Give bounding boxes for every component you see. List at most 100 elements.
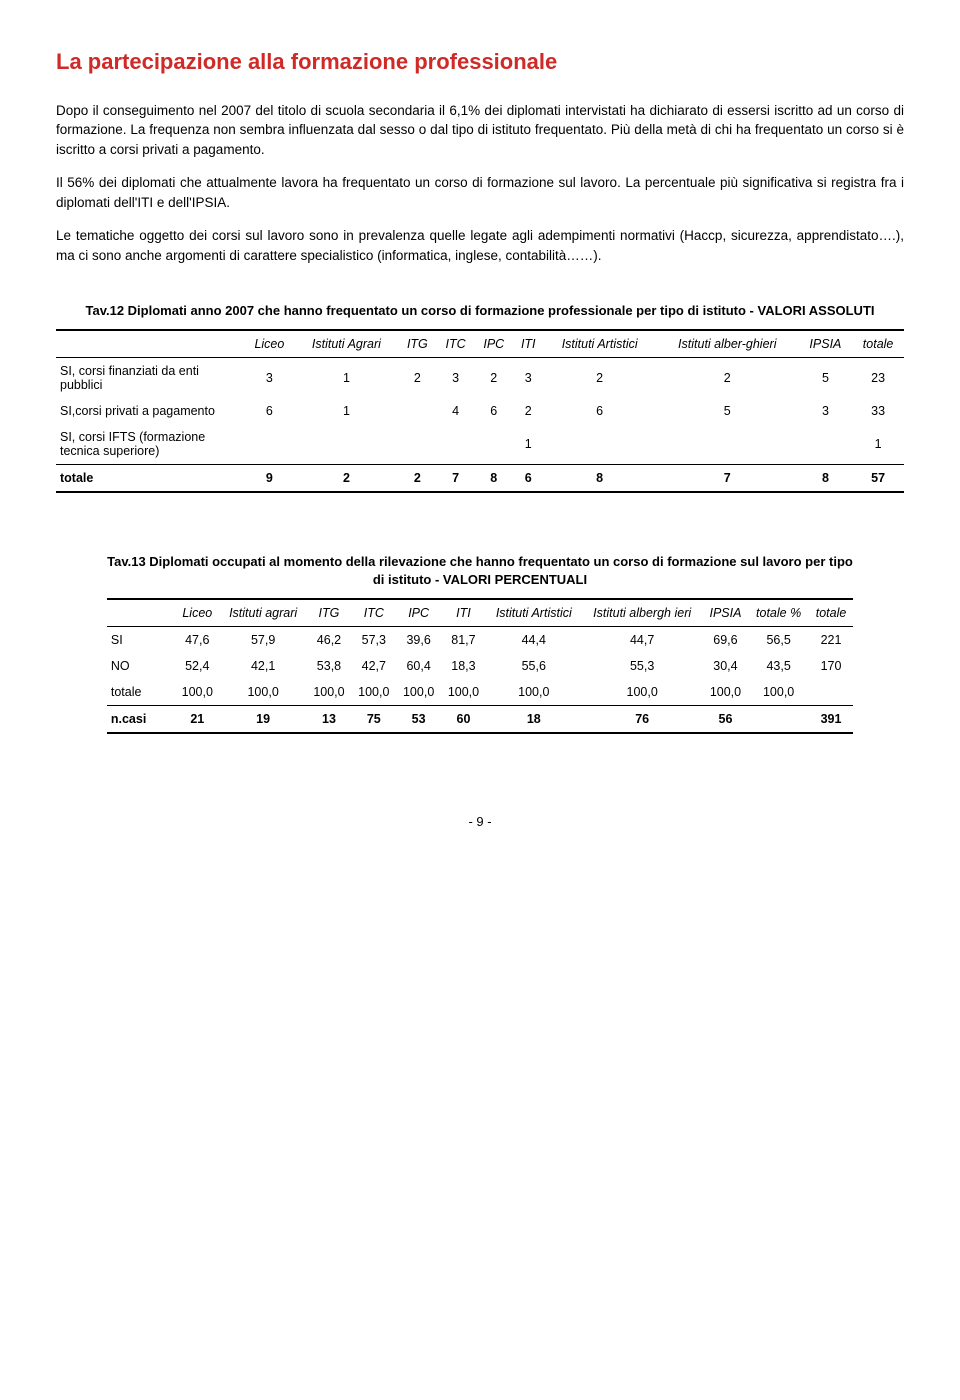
cell: 100,0	[307, 679, 352, 706]
tav13-col-0: Liceo	[175, 600, 220, 627]
row-label: SI, corsi IFTS (formazione tecnica super…	[56, 424, 244, 465]
tav12-col-6: Istituti Artistici	[543, 331, 656, 358]
row-label: SI	[107, 627, 175, 653]
cell: 100,0	[486, 679, 582, 706]
cell: 69,6	[703, 627, 749, 653]
tav12-caption: Tav.12 Diplomati anno 2007 che hanno fre…	[56, 302, 904, 320]
cell: 100,0	[582, 679, 703, 706]
cell: 39,6	[396, 627, 441, 653]
cell: 6	[543, 398, 656, 424]
tav12-table: Liceo Istituti Agrari ITG ITC IPC ITI Is…	[56, 329, 904, 493]
cell: 57	[852, 465, 904, 492]
cell: 221	[809, 627, 853, 653]
cell	[398, 398, 437, 424]
cell: 60,4	[396, 653, 441, 679]
cell: 53	[396, 706, 441, 733]
cell: 7	[437, 465, 475, 492]
cell: 60	[441, 706, 486, 733]
page-number: - 9 -	[56, 814, 904, 829]
cell: 8	[799, 465, 853, 492]
cell: 18	[486, 706, 582, 733]
tav13-col-2: ITG	[307, 600, 352, 627]
cell: 8	[543, 465, 656, 492]
cell: 76	[582, 706, 703, 733]
cell: 43,5	[748, 653, 809, 679]
cell: 9	[244, 465, 295, 492]
tav13-col-5: ITI	[441, 600, 486, 627]
tav12-col-2: ITG	[398, 331, 437, 358]
cell: 5	[799, 358, 853, 398]
cell: 100,0	[396, 679, 441, 706]
table-row: NO52,442,153,842,760,418,355,655,330,443…	[107, 653, 853, 679]
cell: 100,0	[220, 679, 307, 706]
tav13-col-1: Istituti agrari	[220, 600, 307, 627]
tav13-col-8: IPSIA	[703, 600, 749, 627]
cell: 3	[244, 358, 295, 398]
cell: 57,9	[220, 627, 307, 653]
cell	[748, 706, 809, 733]
tav13-col-3: ITC	[351, 600, 396, 627]
row-label: SI, corsi finanziati da enti pubblici	[56, 358, 244, 398]
cell: 3	[513, 358, 543, 398]
cell: 6	[513, 465, 543, 492]
cell: 8	[474, 465, 513, 492]
paragraph-2: Il 56% dei diplomati che attualmente lav…	[56, 173, 904, 212]
cell	[799, 424, 853, 465]
cell: 44,7	[582, 627, 703, 653]
paragraph-3: Le tematiche oggetto dei corsi sul lavor…	[56, 226, 904, 265]
row-label: NO	[107, 653, 175, 679]
row-label: totale	[107, 679, 175, 706]
tav12-col-4: IPC	[474, 331, 513, 358]
cell: 52,4	[175, 653, 220, 679]
cell	[295, 424, 398, 465]
table-row: n.casi211913755360187656391	[107, 706, 853, 733]
page-title: La partecipazione alla formazione profes…	[56, 48, 904, 77]
cell: 3	[437, 358, 475, 398]
tav12-col-1: Istituti Agrari	[295, 331, 398, 358]
row-label: SI,corsi privati a pagamento	[56, 398, 244, 424]
cell: 1	[295, 358, 398, 398]
table-row: SI47,657,946,257,339,681,744,444,769,656…	[107, 627, 853, 653]
cell: 100,0	[351, 679, 396, 706]
cell: 100,0	[748, 679, 809, 706]
tav13-col-6: Istituti Artistici	[486, 600, 582, 627]
cell	[398, 424, 437, 465]
cell: 57,3	[351, 627, 396, 653]
cell	[656, 424, 799, 465]
cell: 5	[656, 398, 799, 424]
tav12-col-0: Liceo	[244, 331, 295, 358]
cell: 56,5	[748, 627, 809, 653]
cell: 33	[852, 398, 904, 424]
cell: 46,2	[307, 627, 352, 653]
cell: 100,0	[703, 679, 749, 706]
cell: 23	[852, 358, 904, 398]
cell: 18,3	[441, 653, 486, 679]
tav12-col-8: IPSIA	[799, 331, 853, 358]
tav13-col-9: totale %	[748, 600, 809, 627]
cell: 42,7	[351, 653, 396, 679]
cell: 6	[474, 398, 513, 424]
cell: 47,6	[175, 627, 220, 653]
cell: 7	[656, 465, 799, 492]
cell	[809, 679, 853, 706]
cell: 1	[852, 424, 904, 465]
cell: 1	[295, 398, 398, 424]
cell: 2	[656, 358, 799, 398]
table-row: totale100,0100,0100,0100,0100,0100,0100,…	[107, 679, 853, 706]
cell: 2	[295, 465, 398, 492]
cell	[437, 424, 475, 465]
tav13-caption: Tav.13 Diplomati occupati al momento del…	[107, 553, 853, 588]
cell: 100,0	[175, 679, 220, 706]
cell: 3	[799, 398, 853, 424]
cell: 2	[543, 358, 656, 398]
cell: 21	[175, 706, 220, 733]
cell	[474, 424, 513, 465]
tav12-col-3: ITC	[437, 331, 475, 358]
cell: 44,4	[486, 627, 582, 653]
tav13-col-7: Istituti albergh ieri	[582, 600, 703, 627]
cell: 6	[244, 398, 295, 424]
tav13-table: Liceo Istituti agrari ITG ITC IPC ITI Is…	[107, 598, 853, 734]
cell: 391	[809, 706, 853, 733]
cell: 4	[437, 398, 475, 424]
cell: 75	[351, 706, 396, 733]
